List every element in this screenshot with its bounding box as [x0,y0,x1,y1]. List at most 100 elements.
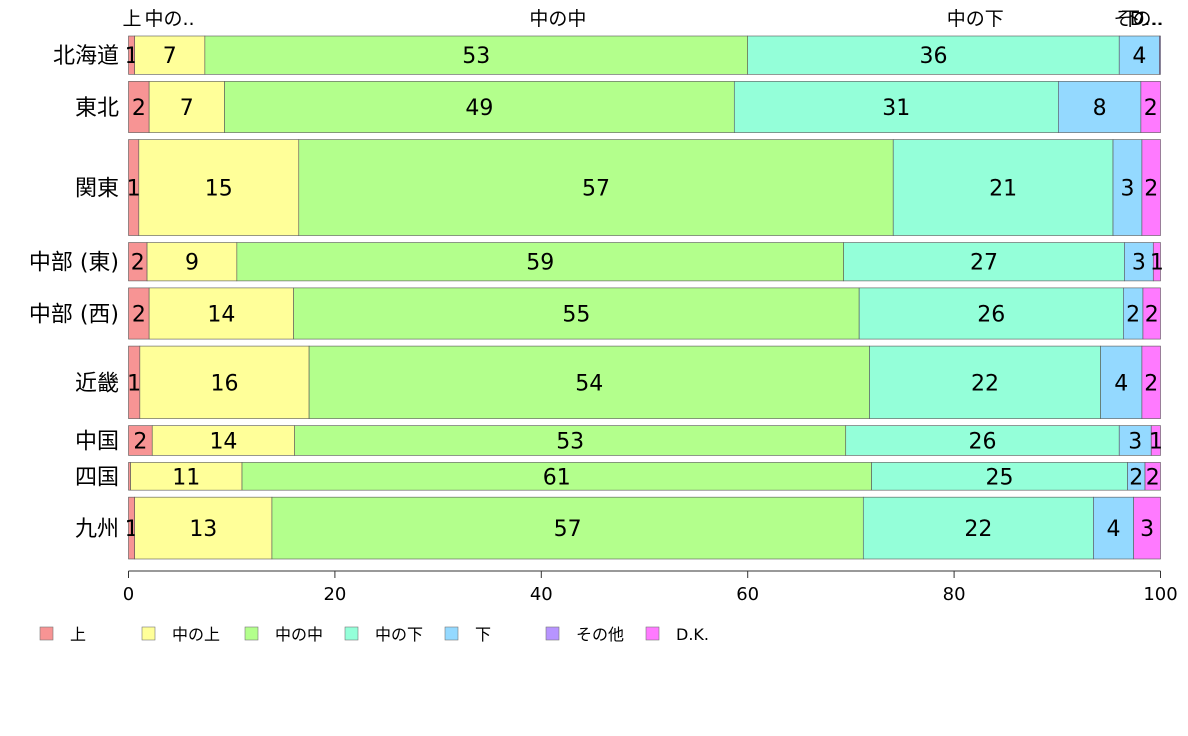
row-label: 九州 [75,517,119,542]
data-label: 2 [1144,177,1158,202]
legend-item: 中の上 [141,625,220,644]
bar-segment [1124,242,1154,282]
top-label: 中の下 [947,8,1004,30]
bar-segment [747,35,1120,75]
legend-item: 下 [444,625,491,644]
legend-label: D.K. [676,625,709,644]
data-label: 3 [1128,430,1142,455]
bar-segment [1152,242,1161,282]
bar-segment [1150,425,1161,456]
row-label: 四国 [75,465,119,490]
data-label: 1 [1150,251,1164,276]
legend-label: 中の下 [375,625,423,644]
bar-segment [869,345,1101,419]
data-label: 27 [970,251,998,276]
data-label: 61 [543,465,571,490]
data-label: 53 [556,430,584,455]
bar-segment [1141,345,1161,419]
data-label: 25 [986,465,1014,490]
bar-segment [271,496,864,560]
row-label: 近畿 [75,371,119,396]
legend-swatch [545,626,560,641]
bar-segment [1112,139,1143,236]
top-category-labels: 上中の.. 中の中 中の下 下その..D... [123,8,1164,30]
data-label: 16 [210,371,238,396]
legend-swatch [141,626,156,641]
data-label: 9 [185,251,199,276]
data-label: 49 [465,96,493,121]
bar-segment [1133,496,1161,560]
data-label: 2 [1129,465,1143,490]
legend-item: その他 [545,625,624,644]
data-label: 15 [205,177,233,202]
data-label: 59 [526,251,554,276]
legend-swatch [244,626,259,641]
legend-label: その他 [576,625,624,644]
bar-segment [733,81,1059,133]
data-label: 4 [1132,44,1146,69]
data-label: 2 [1144,371,1158,396]
legend-label: 中の中 [275,625,323,644]
legend-swatch [39,626,54,641]
data-label: 1 [127,177,141,202]
data-label: 55 [562,302,590,327]
data-label: 4 [1114,371,1128,396]
data-label: 14 [207,302,235,327]
row-label: 中部 (西) [29,302,119,327]
data-label: 1 [127,371,141,396]
legend-item: D.K. [645,625,709,644]
bar-segment [148,287,294,340]
top-label: 中の.. [145,8,195,30]
data-label: 31 [882,96,910,121]
data-label: 22 [964,517,992,542]
x-tick-label: 100 [1143,584,1177,605]
bar-segment [858,287,1124,340]
data-label: 14 [209,430,237,455]
bar-segment [843,242,1125,282]
data-label: 7 [163,44,177,69]
bar-segment [204,35,748,75]
legend-item: 上 [39,625,86,644]
data-label: 2 [1146,465,1160,490]
bar-segment [139,345,310,419]
bar-segment [1141,139,1161,236]
legend-swatch [444,626,459,641]
legend-label: 上 [70,625,86,644]
bar-segment [1093,496,1134,560]
bar-segment [1159,35,1161,75]
bar-segment [134,496,273,560]
bar-segment [130,462,243,491]
bar-segment [1140,81,1161,133]
legend-swatch [645,626,660,641]
bar-segment [241,462,872,491]
bar-segment [892,139,1114,236]
bar-segment [308,345,870,419]
data-label: 2 [131,251,145,276]
data-label: 2 [1144,96,1158,121]
bar-segment [1142,287,1161,340]
x-tick-label: 40 [530,584,553,605]
bar-segment [224,81,735,133]
data-label: 7 [180,96,194,121]
bar-segment [845,425,1120,456]
data-label: 2 [132,302,146,327]
data-label: 11 [172,465,200,490]
data-label: 2 [133,430,147,455]
top-label: 中の中 [529,8,586,30]
row-label: 東北 [75,96,119,121]
x-tick-label: 20 [323,584,346,605]
legend-item: 中の下 [344,625,423,644]
data-label: 22 [971,371,999,396]
bar-segment [293,287,860,340]
bar-segment [138,139,300,236]
data-label: 2 [132,96,146,121]
top-label: D... [1130,8,1163,30]
bar-segment [871,462,1128,491]
row-label: 中部 (東) [29,251,119,276]
data-label: 8 [1093,96,1107,121]
data-label: 57 [582,177,610,202]
data-label: 1 [1149,430,1163,455]
top-label: 上 [123,8,142,30]
